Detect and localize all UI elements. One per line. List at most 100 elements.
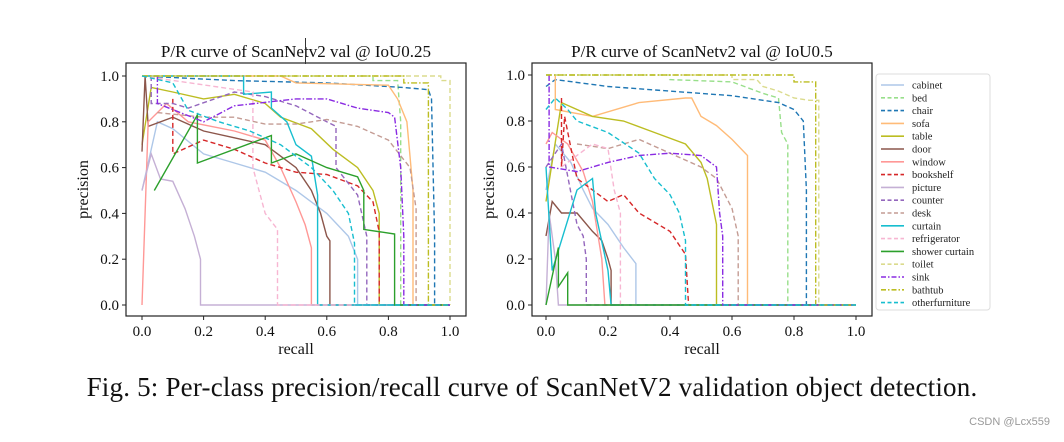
y-tick-label: 0.0 xyxy=(506,298,525,314)
x-axis-label: recall xyxy=(684,341,720,358)
series-line-cabinet xyxy=(545,142,856,306)
series-line-bed xyxy=(546,74,856,306)
x-tick-label: 1.0 xyxy=(847,324,866,340)
x-tick-label: 1.0 xyxy=(441,324,460,340)
legend-item: otherfurniture xyxy=(881,298,971,309)
y-tick-label: 1.0 xyxy=(506,68,525,84)
y-tick-label: 0.8 xyxy=(100,115,119,131)
legend-label: otherfurniture xyxy=(912,298,971,309)
y-tick-label: 0.2 xyxy=(506,252,525,268)
y-tick-label: 0.6 xyxy=(100,161,119,177)
x-tick-label: 0.8 xyxy=(785,324,804,340)
y-tick-label: 1.0 xyxy=(100,69,119,85)
series-line-bookshelf xyxy=(172,98,450,306)
y-tick-label: 0.2 xyxy=(100,252,119,268)
x-tick-label: 0.2 xyxy=(194,324,213,340)
series-line-curtain xyxy=(142,75,450,306)
legend-item: counter xyxy=(881,196,944,207)
y-tick-label: 0.4 xyxy=(100,206,119,222)
series-line-window xyxy=(141,102,450,306)
series-line-picture xyxy=(141,151,450,306)
series-line-sink xyxy=(548,75,856,306)
series-line-door xyxy=(545,199,856,306)
legend-item: window xyxy=(881,157,946,168)
legend-label: picture xyxy=(912,183,941,194)
legend-label: window xyxy=(912,157,946,168)
legend-item: toilet xyxy=(881,260,934,271)
legend-item: desk xyxy=(881,209,932,220)
series-line-window xyxy=(545,131,856,306)
series-line-toilet xyxy=(142,75,451,305)
legend-label: refrigerator xyxy=(912,234,960,245)
series-line-shower-curtain xyxy=(153,112,450,306)
series-line-picture xyxy=(545,212,856,306)
x-tick-label: 0.4 xyxy=(256,324,275,340)
x-tick-label: 0.0 xyxy=(537,324,556,340)
legend-label: sofa xyxy=(912,119,930,130)
legend-item: picture xyxy=(881,183,941,194)
legend-item: refrigerator xyxy=(881,234,960,245)
series-line-sofa xyxy=(554,75,856,306)
legend-label: cabinet xyxy=(912,81,942,92)
legend-label: bookshelf xyxy=(912,170,954,181)
series-line-curtain xyxy=(545,166,856,306)
text-cursor xyxy=(305,38,306,64)
series-line-toilet xyxy=(546,74,856,306)
y-tick-label: 0.6 xyxy=(506,160,525,176)
legend-label: shower curtain xyxy=(912,247,975,258)
legend-label: door xyxy=(912,145,932,156)
legend-label: chair xyxy=(912,106,933,117)
chart-title: P/R curve of ScanNetv2 val @ IoU0.25 xyxy=(161,42,431,61)
x-tick-label: 0.4 xyxy=(661,324,680,340)
legend-item: door xyxy=(881,145,932,156)
x-tick-label: 0.2 xyxy=(599,324,618,340)
watermark: CSDN @Lcx559 xyxy=(969,416,1050,428)
figure-caption: Fig. 5: Per-class precision/recall curve… xyxy=(86,372,978,402)
legend-item: shower curtain xyxy=(881,247,975,258)
series-line-counter xyxy=(545,142,856,306)
x-tick-label: 0.8 xyxy=(379,324,398,340)
legend-item: curtain xyxy=(881,221,942,232)
legend-label: bed xyxy=(912,93,928,104)
legend-label: sink xyxy=(912,273,930,284)
series-line-bookshelf xyxy=(560,98,856,306)
x-tick-label: 0.6 xyxy=(317,324,336,340)
series-line-sink xyxy=(156,76,450,306)
series-line-door xyxy=(141,75,450,306)
legend-item: chair xyxy=(881,106,933,117)
chart-title: P/R curve of ScanNetv2 val @ IoU0.5 xyxy=(571,42,833,61)
chart-2: 0.0 0.2 0.4 0.6 0.8 1.0 0.0 0.2 0.4 0.6 0.8 1.0 P/R … xyxy=(481,42,873,358)
legend-box xyxy=(875,73,991,311)
legend-label: counter xyxy=(912,196,944,207)
legend-item: sofa xyxy=(881,119,930,130)
legend-item: bathtub xyxy=(881,285,944,296)
x-tick-label: 0.6 xyxy=(723,324,742,340)
series-line-chair xyxy=(141,75,450,306)
series-line-refrigerator xyxy=(141,75,450,306)
y-tick-label: 0.0 xyxy=(100,298,119,314)
series-line-desk xyxy=(157,111,450,306)
series-line-otherfurniture xyxy=(545,96,856,306)
y-axis-label: precision xyxy=(75,160,92,219)
legend-item: bookshelf xyxy=(881,170,954,181)
plot-frame xyxy=(125,62,467,317)
series-line-table xyxy=(545,101,856,306)
series-line-otherfurniture xyxy=(141,75,450,306)
legend-item: bed xyxy=(881,93,928,104)
y-axis-label: precision xyxy=(481,160,498,219)
x-tick-label: 0.0 xyxy=(133,324,152,340)
y-tick-label: 0.8 xyxy=(506,114,525,130)
series-line-counter xyxy=(150,76,450,306)
chart-1: 0.0 0.2 0.4 0.6 0.8 1.0 0.0 0.2 0.4 0.6 0.8 1.0 P/R … xyxy=(75,42,467,358)
plot-frame xyxy=(531,62,873,317)
legend-item: sink xyxy=(881,273,930,284)
series-line-refrigerator xyxy=(561,143,856,306)
legend-item: table xyxy=(881,132,933,143)
legend-label: desk xyxy=(912,209,932,220)
series-line-cabinet xyxy=(141,120,450,306)
y-tick-label: 0.4 xyxy=(506,206,525,222)
legend-item: cabinet xyxy=(881,81,942,92)
x-axis-label: recall xyxy=(278,341,314,358)
legend-label: table xyxy=(912,132,933,143)
